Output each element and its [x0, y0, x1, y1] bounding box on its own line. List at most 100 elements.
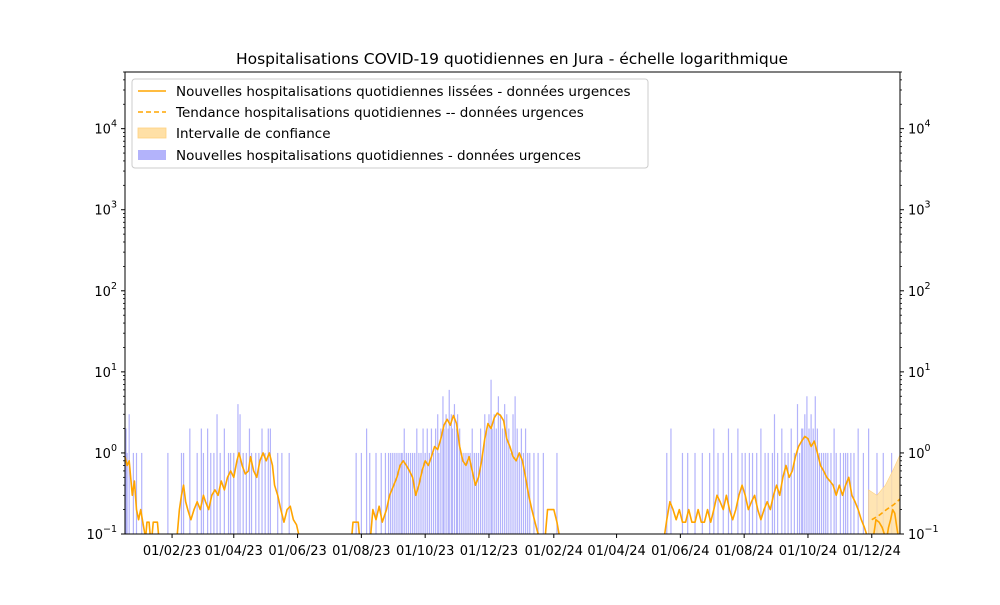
- bar-2023-09-08: [400, 452, 402, 534]
- bar-2023-08-20: [380, 452, 382, 534]
- bar-2023-10-07: [430, 428, 433, 534]
- bar-2023-03-01: [200, 428, 202, 534]
- bar-2023-04-10: [242, 452, 244, 534]
- smoothed-line-segment-9: [886, 508, 899, 535]
- bar-2024-07-26: [737, 428, 739, 534]
- bar-2023-11-15: [471, 428, 473, 534]
- bar-2023-12-22: [510, 452, 512, 534]
- bar-2023-10-27: [451, 428, 453, 534]
- bar-2023-10-19: [443, 428, 445, 534]
- bar-2023-10-26: [450, 414, 452, 534]
- bar-2023-04-16: [248, 428, 251, 534]
- bar-2023-03-07: [207, 428, 209, 534]
- x-tick-label: 01/04/23: [205, 544, 263, 559]
- y-tick-label-left: 103: [94, 200, 117, 219]
- bar-2024-07-20: [731, 452, 733, 534]
- bar-2023-11-07: [463, 452, 465, 534]
- bar-2023-11-03: [459, 428, 461, 534]
- bar-2023-10-01: [424, 452, 426, 534]
- bar-2024-09-30: [806, 396, 808, 534]
- x-tick-label: 01/02/24: [525, 544, 583, 559]
- bar-2024-10-16: [823, 452, 825, 534]
- smoothed-line-segment-3: [176, 452, 300, 535]
- x-tick-label: 01/08/24: [715, 544, 773, 559]
- bar-2023-01-28: [167, 452, 169, 534]
- bar-2023-11-13: [469, 452, 471, 534]
- bar-2023-04-05: [237, 404, 239, 534]
- bar-2024-09-12: [787, 452, 789, 534]
- bar-2023-11-21: [477, 452, 480, 534]
- bar-2024-10-12: [818, 452, 821, 534]
- bar-2024-08-21: [764, 452, 766, 534]
- bar-2024-01-03: [522, 452, 525, 534]
- legend-swatch-bars: [138, 150, 166, 160]
- bar-2024-01-01: [520, 428, 522, 534]
- bar-2023-12-10: [497, 396, 499, 534]
- bar-2024-08-13: [756, 452, 758, 534]
- bar-2024-10-06: [812, 428, 814, 534]
- bar-2024-02-04: [556, 452, 558, 534]
- x-axis: 01/02/23 01/04/23 01/06/23 01/08/23 01/10/23…: [143, 534, 901, 559]
- bar-2023-03-23: [223, 428, 225, 534]
- bar-2023-05-17: [281, 452, 283, 534]
- x-tick-label: 01/12/23: [460, 544, 518, 559]
- bar-2023-10-14: [438, 452, 440, 534]
- bar-2023-12-01: [488, 414, 490, 534]
- bar-2023-11-01: [456, 414, 459, 534]
- bar-2024-06-15: [694, 452, 696, 534]
- bar-2023-12-12: [499, 414, 502, 534]
- bar-2023-05-01: [264, 452, 266, 534]
- bar-2023-03-13: [213, 452, 215, 534]
- bar-2023-12-26: [514, 396, 516, 534]
- bar-2023-12-16: [504, 404, 506, 534]
- bar-2024-01-09: [529, 452, 531, 534]
- bar-2023-05-24: [288, 452, 290, 534]
- legend-label-trend: Tendance hospitalisations quotidiennes -…: [175, 105, 584, 121]
- smoothed-line-segment-1: [145, 521, 151, 535]
- bar-2024-06-03: [681, 452, 684, 534]
- bar-2023-03-10: [210, 452, 212, 534]
- smoothed-line-segment-5: [369, 412, 539, 535]
- bar-2024-09-02: [777, 452, 779, 534]
- bar-2022-12-22: [128, 414, 130, 534]
- bar-2023-12-04: [491, 428, 493, 534]
- bar-2024-09-09: [784, 452, 786, 534]
- bar-2023-08-15: [375, 452, 377, 534]
- bar-2024-10-04: [810, 414, 812, 534]
- bar-2024-08-17: [760, 428, 762, 534]
- bar-2023-04-13: [245, 452, 247, 534]
- bar-2024-11-14: [853, 452, 855, 534]
- bar-2024-06-08: [687, 452, 689, 534]
- bar-2023-10-24: [448, 389, 450, 534]
- bar-2023-03-19: [219, 452, 221, 534]
- bar-2024-10-18: [825, 452, 827, 534]
- bar-2024-09-25: [801, 428, 803, 534]
- bar-2024-07-17: [727, 428, 730, 534]
- x-tick-label: 01/06/23: [268, 544, 326, 559]
- bar-2023-11-19: [475, 452, 478, 534]
- trend-layer: [871, 498, 901, 521]
- legend-label-confidence: Intervalle de confiance: [176, 126, 331, 142]
- bar-2023-11-05: [461, 452, 463, 534]
- bar-2023-12-03: [490, 379, 492, 534]
- bar-2024-07-30: [741, 452, 743, 534]
- bar-2023-03-16: [216, 414, 218, 534]
- bar-2024-10-08: [814, 396, 816, 534]
- bar-2023-11-27: [484, 414, 486, 534]
- bar-2024-11-08: [847, 452, 849, 534]
- bar-2022-12-29: [135, 452, 138, 534]
- y-tick-label-left: 102: [94, 281, 117, 300]
- bar-2024-11-06: [845, 452, 847, 534]
- bar-2023-11-23: [480, 428, 482, 534]
- x-tick-label: 01/10/24: [779, 544, 837, 559]
- x-tick-label: 01/04/24: [587, 544, 645, 559]
- bar-2024-09-18: [793, 452, 795, 534]
- bar-2023-03-27: [227, 452, 230, 534]
- lines-layer: [124, 412, 899, 535]
- bar-2023-08-24: [384, 452, 387, 534]
- bar-2023-12-24: [512, 414, 514, 534]
- bar-2023-09-17: [409, 452, 412, 534]
- bar-2023-07-27: [355, 452, 357, 534]
- bar-2024-09-28: [804, 414, 806, 534]
